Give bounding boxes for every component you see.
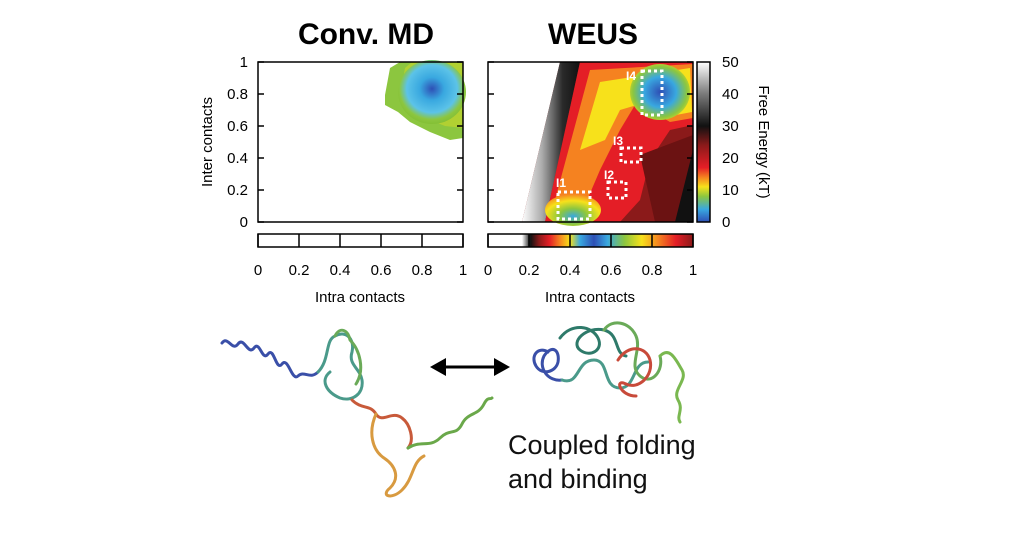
- x-tick-label: 0.2: [519, 262, 540, 279]
- md-energy-basin: [398, 60, 466, 124]
- frame-weus: [487, 61, 694, 223]
- y-tick-label: 0.6: [227, 118, 248, 135]
- label-i4: I4: [626, 69, 636, 83]
- colorbar-tick-label: 30: [722, 118, 739, 135]
- x-tick-label: 1: [459, 262, 467, 279]
- x-tick-label: 0.6: [601, 262, 622, 279]
- label-i3: I3: [613, 134, 623, 148]
- label-i1: I1: [556, 176, 566, 190]
- ticks-conv-md: 0 0.2 0.4 0.6 0.8 1: [227, 54, 463, 231]
- strip-ticks-weus: 0 0.2 0.4 0.6 0.8 1: [484, 234, 697, 279]
- x-tick-label: 0.4: [330, 262, 351, 279]
- x-tick-label: 0: [254, 262, 262, 279]
- y-tick-label: 0.4: [227, 150, 248, 167]
- colorbar: [696, 61, 711, 223]
- strip-weus-colors: [522, 234, 693, 247]
- x-tick-label: 0.8: [412, 262, 433, 279]
- strip-ticks-conv-md: 0 0.2 0.4 0.6 0.8 1: [254, 234, 467, 279]
- colorbar-tick-label: 20: [722, 150, 739, 167]
- x-tick-label: 0.6: [371, 262, 392, 279]
- x-axis-label-conv-md: Intra contacts: [315, 289, 405, 306]
- box-i1: [556, 190, 592, 221]
- weus-basin-i1: [545, 194, 601, 226]
- ticks-weus: [488, 61, 693, 223]
- y-tick-label: 0.8: [227, 86, 248, 103]
- x-axis-label-weus: Intra contacts: [545, 289, 635, 306]
- y-axis-label: Inter contacts: [199, 97, 216, 187]
- colorbar-tick-label: 0: [722, 214, 730, 231]
- frame-conv-md: [257, 61, 464, 223]
- weus-dark-pocket: [640, 135, 693, 222]
- box-i2: [606, 180, 628, 200]
- colorbar-tick-label: 10: [722, 182, 739, 199]
- strip-conv-md: [257, 233, 464, 248]
- panel-title-weus: WEUS: [548, 18, 638, 51]
- colorbar-label: Free Energy (kT): [755, 85, 772, 198]
- x-tick-label: 0.2: [289, 262, 310, 279]
- weus-diagonal-band: [522, 62, 580, 222]
- weus-right-edge: [675, 150, 693, 222]
- bidirectional-arrow: [430, 358, 510, 376]
- folded-complex-illustration: [532, 321, 685, 424]
- colorbar-tick-label: 40: [722, 86, 739, 103]
- x-tick-label: 0.4: [560, 262, 581, 279]
- x-tick-label: 0: [484, 262, 492, 279]
- colorbar-ticks: 0 10 20 30 40 50: [722, 54, 739, 231]
- y-tick-label: 0: [240, 214, 248, 231]
- panel-title-conv-md: Conv. MD: [298, 18, 434, 51]
- x-tick-label: 1: [689, 262, 697, 279]
- box-i3: [619, 146, 643, 164]
- colorbar-tick-label: 50: [722, 54, 739, 71]
- y-tick-label: 1: [240, 54, 248, 71]
- figure-caption: Coupled folding and binding: [508, 428, 696, 496]
- panel-conv-md: Conv. MD 0 0.2 0.4 0.6 0.8 1 Inter contacts 0…: [199, 18, 467, 306]
- caption-line-1: Coupled folding: [508, 430, 696, 460]
- label-i2: I2: [604, 168, 614, 182]
- box-i4: [640, 69, 664, 117]
- unbound-protein-illustration: [220, 328, 494, 498]
- weus-basin-i4: [630, 64, 690, 120]
- caption-line-2: and binding: [508, 464, 648, 494]
- y-tick-label: 0.2: [227, 182, 248, 199]
- x-tick-label: 0.8: [642, 262, 663, 279]
